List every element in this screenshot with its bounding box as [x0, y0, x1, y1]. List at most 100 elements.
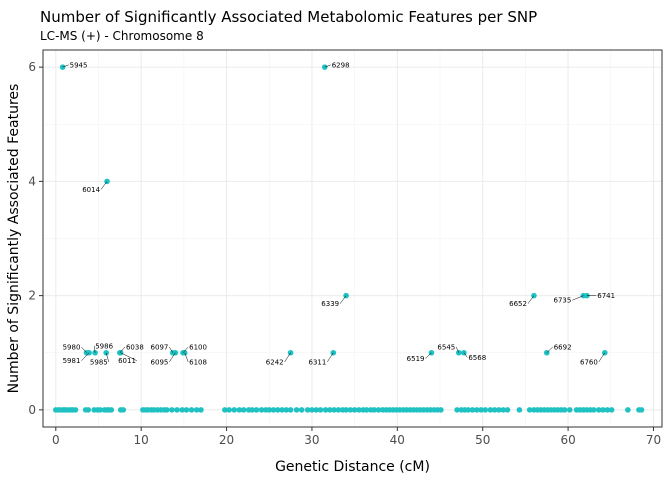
- data-point: [120, 407, 127, 413]
- data-point: [174, 407, 180, 413]
- data-point: [287, 349, 294, 356]
- y-tick-label: 0: [28, 403, 36, 417]
- data-point: [465, 407, 471, 413]
- x-tick-label: 70: [646, 433, 661, 447]
- data-point: [293, 407, 300, 413]
- data-point: [85, 407, 92, 413]
- x-tick-label: 60: [560, 433, 575, 447]
- label-connector: [119, 346, 126, 353]
- data-point: [317, 407, 324, 413]
- chart-subtitle: LC-MS (+) - Chromosome 8: [40, 29, 204, 43]
- data-point: [608, 407, 615, 413]
- point-label: 6652: [509, 300, 527, 308]
- y-axis-title: Number of Significantly Associated Featu…: [6, 84, 22, 394]
- label-connector: [284, 352, 291, 363]
- point-label: 6108: [189, 358, 207, 366]
- point-label: 6519: [407, 355, 425, 363]
- label-connector: [339, 295, 347, 304]
- data-point: [454, 407, 460, 413]
- data-point: [97, 407, 104, 413]
- data-points: [53, 64, 645, 413]
- data-point: [371, 407, 378, 413]
- point-label: 5981: [63, 357, 81, 365]
- label-connector: [463, 352, 468, 358]
- point-label: 6038: [126, 344, 144, 352]
- data-point: [283, 407, 290, 413]
- data-point: [438, 407, 444, 413]
- data-point: [169, 407, 175, 413]
- data-point: [309, 407, 315, 413]
- label-connector: [120, 352, 138, 361]
- label-connector: [327, 352, 334, 363]
- data-point: [164, 407, 170, 413]
- data-point: [193, 407, 200, 413]
- x-tick-label: 50: [475, 433, 490, 447]
- axis-ticks: 0 10 20 30 40 50 60 70 0 2 4 6: [28, 60, 661, 447]
- data-point: [596, 407, 602, 413]
- data-point: [279, 407, 285, 413]
- data-point: [236, 407, 243, 413]
- data-point: [482, 407, 489, 413]
- point-label: 5945: [70, 61, 88, 69]
- point-label: 6242: [266, 358, 284, 366]
- data-point: [469, 407, 476, 413]
- data-point: [222, 407, 228, 413]
- data-point: [258, 407, 265, 413]
- data-point: [566, 407, 573, 413]
- point-label: 5986: [95, 342, 113, 350]
- x-axis-title: Genetic Distance (cM): [275, 459, 430, 475]
- label-connector: [425, 352, 432, 359]
- data-point: [304, 407, 311, 413]
- x-tick-label: 30: [304, 433, 319, 447]
- chart-title: Number of Significantly Associated Metab…: [40, 8, 537, 26]
- point-label: 6011: [118, 357, 136, 365]
- data-point: [491, 407, 498, 413]
- point-label: 6339: [321, 300, 339, 308]
- label-connector: [81, 352, 90, 361]
- data-point: [347, 407, 354, 413]
- data-point: [343, 407, 349, 413]
- data-point: [604, 407, 611, 413]
- point-label: 6097: [151, 344, 169, 352]
- data-point: [298, 407, 305, 413]
- data-point: [179, 407, 185, 413]
- data-point: [500, 407, 506, 413]
- data-point: [103, 349, 109, 356]
- data-point: [638, 407, 645, 413]
- data-point: [356, 407, 362, 413]
- label-connector: [527, 295, 535, 304]
- point-label: 6100: [189, 344, 207, 352]
- y-tick-label: 6: [28, 60, 36, 74]
- data-point: [266, 407, 273, 413]
- data-point: [108, 407, 115, 413]
- point-label: 6298: [332, 61, 350, 69]
- label-connector: [62, 64, 69, 68]
- y-tick-label: 4: [28, 174, 36, 188]
- point-label: 6692: [554, 344, 572, 352]
- data-point: [313, 407, 320, 413]
- data-point: [526, 407, 533, 413]
- data-point: [226, 407, 232, 413]
- data-point: [473, 407, 480, 413]
- data-point: [231, 407, 238, 413]
- x-tick-label: 0: [52, 433, 60, 447]
- label-connector: [182, 346, 189, 353]
- panel-border: [42, 49, 663, 428]
- data-point: [363, 407, 370, 413]
- data-point: [287, 407, 294, 413]
- data-point: [72, 407, 79, 413]
- label-connector: [184, 352, 189, 362]
- data-point: [322, 407, 329, 413]
- data-point: [249, 407, 255, 413]
- x-tick-label: 40: [390, 433, 405, 447]
- data-point: [496, 407, 502, 413]
- point-labels: 5945 6298 6014 6339 6652 6735 6741 5980 5981 5986…: [62, 61, 615, 366]
- data-point: [331, 407, 337, 413]
- data-point: [335, 407, 342, 413]
- point-label: 6014: [82, 186, 100, 194]
- label-connector: [546, 346, 553, 353]
- data-point: [270, 407, 277, 413]
- data-point: [327, 407, 333, 413]
- data-point: [351, 407, 358, 413]
